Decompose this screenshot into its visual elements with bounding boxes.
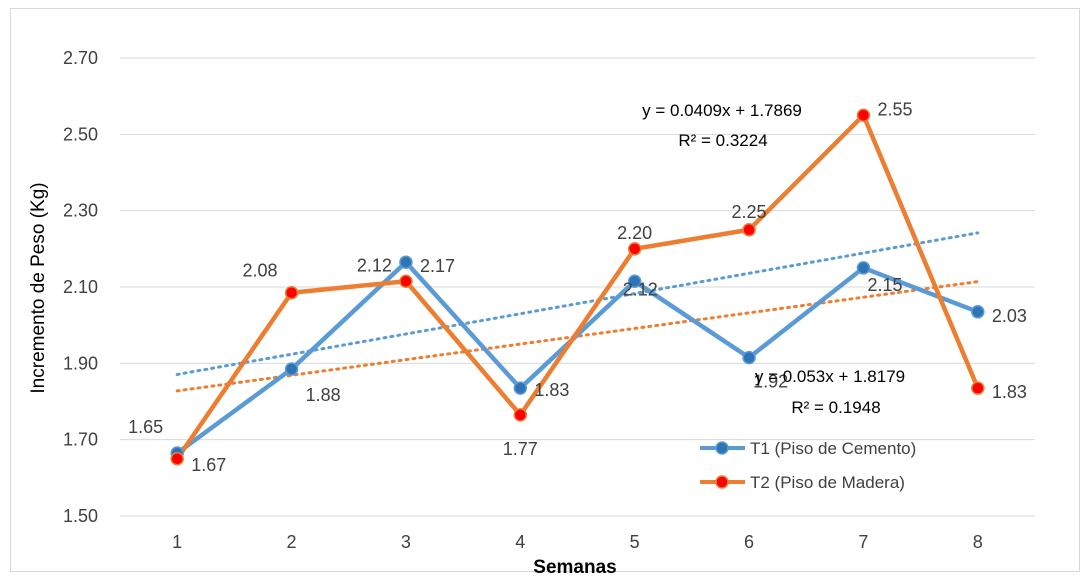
x-tick-label: 5 [630, 532, 640, 552]
legend-marker-t2 [715, 475, 729, 489]
data-point-t2 [399, 274, 413, 289]
data-label-t2: 2.25 [732, 202, 767, 222]
data-label-t1: 2.15 [867, 275, 902, 295]
trendline-t2 [175, 280, 980, 393]
x-tick-label: 3 [401, 532, 411, 552]
t1-trendline-r2: R² = 0.1948 [791, 398, 880, 417]
y-tick-label: 2.70 [63, 48, 98, 68]
data-point-t2 [627, 242, 642, 256]
data-label-t2: 1.83 [992, 382, 1027, 402]
data-point-t1 [627, 274, 642, 289]
data-point-t1 [513, 381, 528, 395]
data-point-t2 [742, 223, 756, 237]
x-tick-label: 1 [172, 532, 182, 552]
y-tick-label: 2.50 [63, 124, 98, 144]
series-markers [170, 108, 985, 466]
data-labels: 1.67 1.88 2.17 1.83 2.12 1.92 2.15 2.03 1.65 2.08… [128, 99, 1027, 475]
data-point-t2 [856, 108, 871, 122]
data-point-t1 [399, 255, 413, 269]
legend-label-t2: T2 (Piso de Madera) [750, 473, 905, 492]
y-tick-label: 2.30 [63, 201, 98, 221]
trendline-t1 [175, 231, 980, 376]
data-point-t2 [170, 452, 184, 466]
series-line-t2 [175, 113, 980, 461]
series-lines [175, 113, 980, 461]
x-axis-ticks: 1 2 3 4 5 6 7 8 [172, 532, 983, 552]
data-label-t2: 2.20 [617, 223, 652, 243]
x-tick-label: 8 [973, 532, 983, 552]
data-label-t2: 2.12 [357, 255, 392, 275]
data-label-t1: 1.67 [191, 455, 226, 475]
gridlines [120, 57, 1035, 517]
data-label-t1: 1.83 [534, 380, 569, 400]
data-label-t2: 1.77 [503, 439, 538, 459]
data-point-t2 [513, 408, 528, 422]
x-tick-label: 7 [858, 532, 868, 552]
y-axis-ticks: 1.50 1.70 1.90 2.10 2.30 2.50 2.70 [63, 48, 98, 526]
data-point-t2 [284, 285, 299, 300]
x-tick-label: 2 [287, 532, 297, 552]
data-point-t1 [284, 362, 299, 376]
y-tick-label: 1.70 [63, 430, 98, 450]
y-axis-title: Incremento de Peso (Kg) [28, 182, 49, 393]
chart-frame [10, 8, 1080, 572]
data-label-t1: 2.12 [623, 279, 658, 299]
y-tick-label: 1.90 [63, 353, 98, 373]
x-tick-label: 4 [515, 532, 525, 552]
data-point-t1 [856, 261, 871, 275]
data-label-t2: 1.65 [128, 417, 163, 437]
x-axis-title: Semanas [533, 557, 616, 578]
data-label-t1: 1.92 [753, 372, 788, 392]
t2-trendline-r2: R² = 0.3224 [678, 131, 767, 150]
data-label-t2: 2.55 [877, 99, 912, 119]
legend: T1 (Piso de Cemento) T2 (Piso de Madera) [700, 439, 916, 492]
y-tick-label: 1.50 [63, 506, 98, 526]
data-point-t2 [971, 381, 985, 395]
t2-trendline-equation: y = 0.0409x + 1.7869 [642, 101, 802, 120]
data-label-t1: 2.17 [420, 256, 455, 276]
t1-trendline-equation: y = 0.053x + 1.8179 [755, 367, 905, 386]
y-tick-label: 2.10 [63, 277, 98, 297]
data-point-t1 [742, 350, 756, 365]
data-label-t2: 2.08 [243, 261, 278, 281]
data-point-t1 [971, 305, 985, 319]
legend-marker-t1 [715, 441, 729, 455]
legend-label-t1: T1 (Piso de Cemento) [750, 439, 916, 458]
data-label-t1: 1.88 [306, 385, 341, 405]
x-tick-label: 6 [744, 532, 754, 552]
data-label-t1: 2.03 [992, 306, 1027, 326]
